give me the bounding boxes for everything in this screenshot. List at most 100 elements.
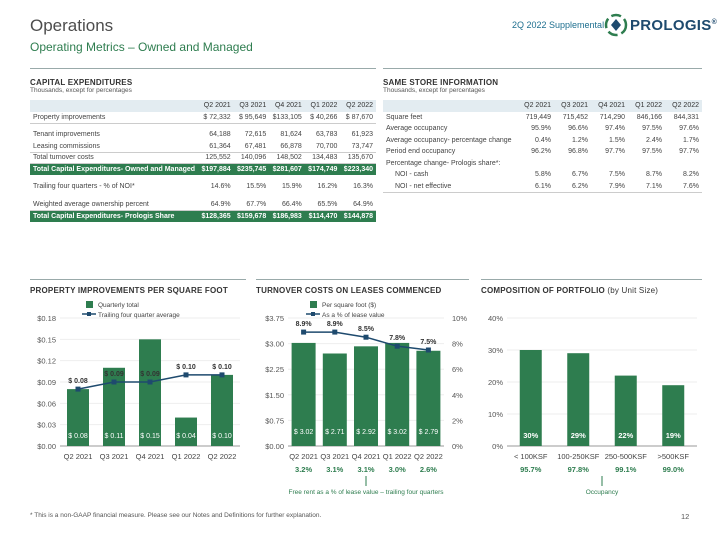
samestore-cell: 97.6% (679, 125, 699, 133)
samestore-col-header: Q2 2021 (517, 100, 554, 112)
capex-row-label: Trailing four quarters - % of NOI* (33, 183, 135, 191)
line-data-label: $ 0.09 (104, 371, 124, 378)
capex-cell: 14.6% (210, 183, 231, 191)
capex-cell: $159,678 (233, 210, 270, 222)
page-number: 12 (681, 512, 690, 521)
capex-cell: $144,878 (340, 210, 376, 222)
line-point (147, 379, 153, 385)
capex-col-header: Q2 2022 (340, 100, 376, 112)
capex-cell: 15.9% (281, 183, 302, 191)
bar (322, 353, 347, 446)
line-point (75, 386, 81, 392)
occupancy-value: 95.7% (520, 465, 542, 474)
chart3-title-suffix: (by Unit Size) (604, 286, 659, 295)
line-point (111, 379, 117, 385)
capex-col-header: Q4 2021 (269, 100, 305, 112)
bar (385, 342, 410, 446)
line-point (183, 372, 189, 378)
y2-tick-label: 0% (452, 442, 463, 451)
capex-row: Property improvements $ 72,332 $ 95,649 $13… (30, 111, 376, 124)
bar (139, 339, 161, 446)
samestore-cell: 715,452 (562, 113, 588, 121)
line-point (394, 343, 400, 349)
samestore-heading: SAME STORE INFORMATION (383, 78, 499, 87)
capex-cell: 63,783 (315, 131, 338, 139)
capex-cell: 73,747 (340, 140, 376, 153)
capex-cell: 64,188 (209, 131, 231, 139)
samestore-col-header: Q2 2022 (665, 100, 702, 112)
legend-line-marker (311, 312, 315, 316)
capex-row: Total turnover costs 125,552 140,096 148,50… (30, 152, 376, 164)
samestore-row: Period end occupancy 96.2% 96.8% 97.7% 97.5%… (383, 146, 702, 158)
line-data-label: 7.5% (420, 339, 437, 346)
y-tick-label: $0.75 (265, 416, 284, 425)
capex-cell: $ 95,649 (233, 111, 270, 124)
y-tick-label: $3.75 (265, 314, 284, 323)
capex-col-header: Q3 2021 (233, 100, 270, 112)
bar (662, 385, 685, 446)
legend-line-label: Trailing four quarter average (98, 312, 180, 319)
capex-col-header: Q2 2021 (198, 100, 234, 112)
samestore-cell: 6.1% (517, 180, 554, 193)
x-tick-label: 100-250KSF (557, 452, 600, 461)
capex-cell: 15.5% (246, 183, 267, 191)
capex-row-label: Weighted average ownership percent (30, 198, 199, 211)
property-improvements-chart: $0.00 $0.03 $0.06 $0.09 $0.12 $0.15 $0.18 $ 0.0… (37, 301, 240, 461)
capex-cell: $114,470 (304, 210, 341, 222)
capex-cell: 134,483 (304, 152, 341, 164)
samestore-cell: 844,331 (673, 113, 699, 121)
x-tick-label: Q2 2022 (414, 452, 443, 461)
line-data-label: $ 0.09 (140, 371, 160, 378)
capex-table: Q2 2021 Q3 2021 Q4 2021 Q1 2022 Q2 2022 Prope… (30, 100, 376, 222)
capex-header-row: Q2 2021 Q3 2021 Q4 2021 Q1 2022 Q2 2022 (30, 100, 376, 112)
y-tick-label: $0.12 (37, 357, 56, 366)
legend-bar-label: Per square foot ($) (322, 302, 376, 309)
samestore-row-label: Period end occupancy (386, 148, 456, 156)
capex-cell: $ 87,670 (340, 111, 376, 124)
samestore-cell: 846,166 (636, 113, 662, 121)
samestore-row: NOI - net effective 6.1% 6.2% 7.9% 7.1% 7.6% (383, 180, 702, 193)
y-tick-label: $0.18 (37, 314, 56, 323)
samestore-cell: 97.4% (605, 125, 625, 133)
capex-cell: 64.9% (198, 198, 234, 211)
chart3-divider (481, 279, 702, 280)
logo-text: PROLOGIS (630, 17, 712, 34)
bar (519, 350, 542, 446)
bar (354, 346, 378, 446)
samestore-cell: 7.9% (591, 180, 628, 193)
line-data-label: 7.8% (389, 335, 406, 342)
samestore-row-label: Average occupancy (386, 125, 448, 133)
samestore-cell: 719,449 (525, 113, 551, 121)
x-tick-label: Q2 2021 (289, 452, 318, 461)
line-data-label: $ 0.08 (68, 378, 88, 385)
capex-cell: 81,624 (280, 131, 302, 139)
samestore-cell: 7.1% (628, 180, 665, 193)
samestore-section: SAME STORE INFORMATION Thousands, except… (383, 68, 702, 193)
bar (567, 353, 590, 446)
capex-row: Trailing four quarters - % of NOI* 14.6% 1… (30, 181, 376, 193)
bar-data-label: $ 0.15 (140, 433, 160, 440)
capex-cell: 66,878 (269, 140, 305, 153)
portfolio-composition-chart: 0% 10% 20% 30% 40% 30% < 100KSF 95.7% 29% 100-250… (488, 314, 697, 496)
bar (416, 350, 441, 446)
capex-cell: $ 40,266 (304, 111, 341, 124)
y-tick-label: $0.15 (37, 335, 56, 344)
samestore-row-label: NOI - net effective (383, 180, 517, 193)
x-tick-label: Q2 2022 (208, 452, 237, 461)
samestore-subheading: Thousands, except for percentages (383, 87, 485, 94)
bar-data-label: $ 0.10 (212, 433, 232, 440)
line-data-label: 8.9% (327, 321, 344, 328)
samestore-cell: 6.2% (554, 180, 591, 193)
capex-cell: 67.7% (233, 198, 270, 211)
x-tick-label: Q3 2021 (320, 452, 349, 461)
legend-line-marker (87, 312, 91, 316)
samestore-cell: 1.7% (683, 136, 699, 144)
free-rent-value: 3.1% (357, 465, 374, 474)
samestore-cell: 1.2% (572, 136, 588, 144)
line-data-label: $ 0.10 (176, 364, 196, 371)
capex-row: Total Capital Expenditures- Owned and Ma… (30, 163, 376, 175)
samestore-cell: 97.7% (605, 148, 625, 156)
chart2-divider (256, 279, 469, 280)
capex-cell: 148,502 (269, 152, 305, 164)
bar-data-label: $ 0.08 (68, 433, 88, 440)
